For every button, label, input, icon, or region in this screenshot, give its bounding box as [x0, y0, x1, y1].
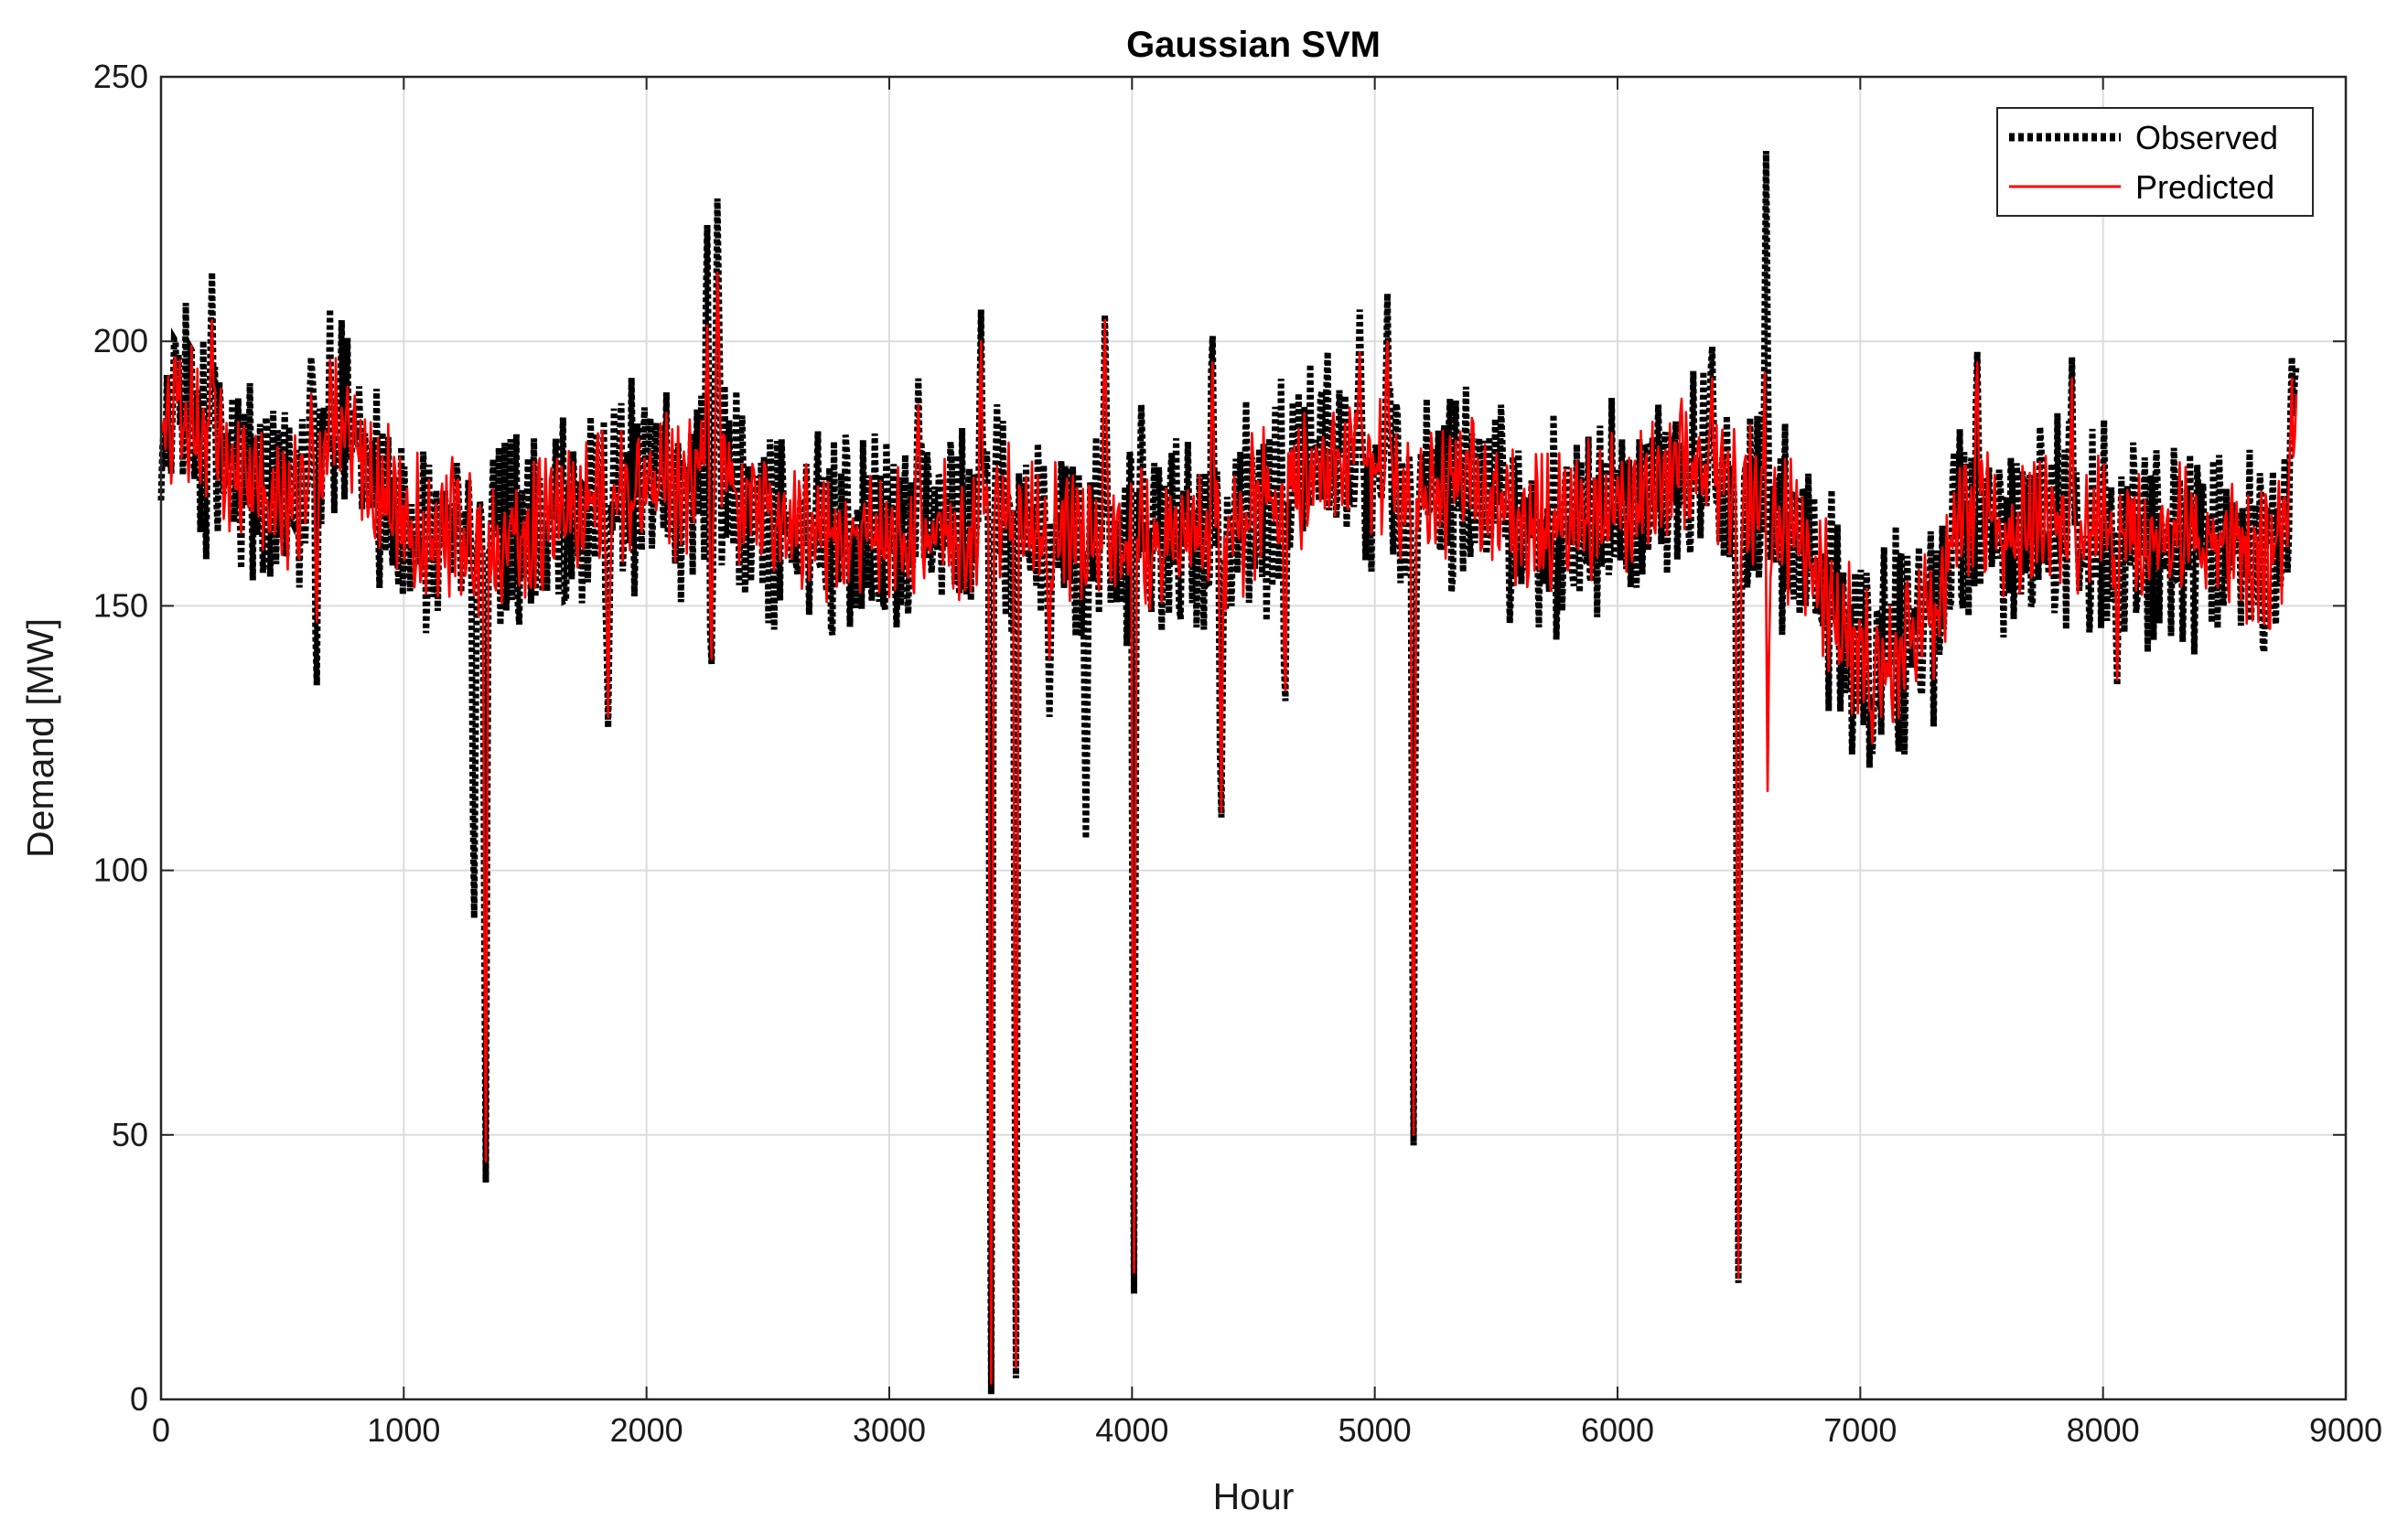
y-tick-label: 250 [93, 58, 148, 95]
axis-ticks: 0 1000 2000 3000 4000 5000 6000 7000 8000 9000 0 50… [93, 58, 2382, 1449]
y-tick-label: 50 [112, 1116, 148, 1153]
legend-observed-label: Observed [2135, 119, 2278, 156]
plot-area [161, 77, 2346, 1399]
y-axis-label: Demand [MW] [19, 618, 61, 858]
y-tick-label: 150 [93, 586, 148, 624]
chart-title: Gaussian SVM [1126, 25, 1381, 65]
y-tick-label: 100 [93, 852, 148, 889]
legend-box [1996, 107, 2314, 217]
x-tick-label: 4000 [1095, 1411, 1168, 1449]
x-tick-label: 6000 [1581, 1411, 1654, 1449]
predicted-line [160, 271, 2298, 1385]
series-predicted [160, 271, 2298, 1385]
x-axis-label: Hour [1213, 1475, 1295, 1517]
legend-predicted-label: Predicted [2135, 168, 2274, 206]
y-tick-label: 0 [130, 1380, 148, 1418]
x-tick-label: 7000 [1823, 1411, 1897, 1449]
plot-frame [159, 75, 2348, 1401]
legend: Observed Predicted [1996, 107, 2314, 217]
y-tick-label: 200 [93, 322, 148, 359]
x-tick-label: 8000 [2067, 1411, 2140, 1449]
x-tick-label: 5000 [1338, 1411, 1412, 1449]
x-tick-label: 9000 [2309, 1411, 2382, 1449]
x-tick-label: 1000 [367, 1411, 440, 1449]
x-tick-label: 2000 [610, 1411, 683, 1449]
x-tick-label: 0 [152, 1411, 170, 1449]
grid-lines [161, 77, 2346, 1399]
x-tick-label: 3000 [853, 1411, 926, 1449]
